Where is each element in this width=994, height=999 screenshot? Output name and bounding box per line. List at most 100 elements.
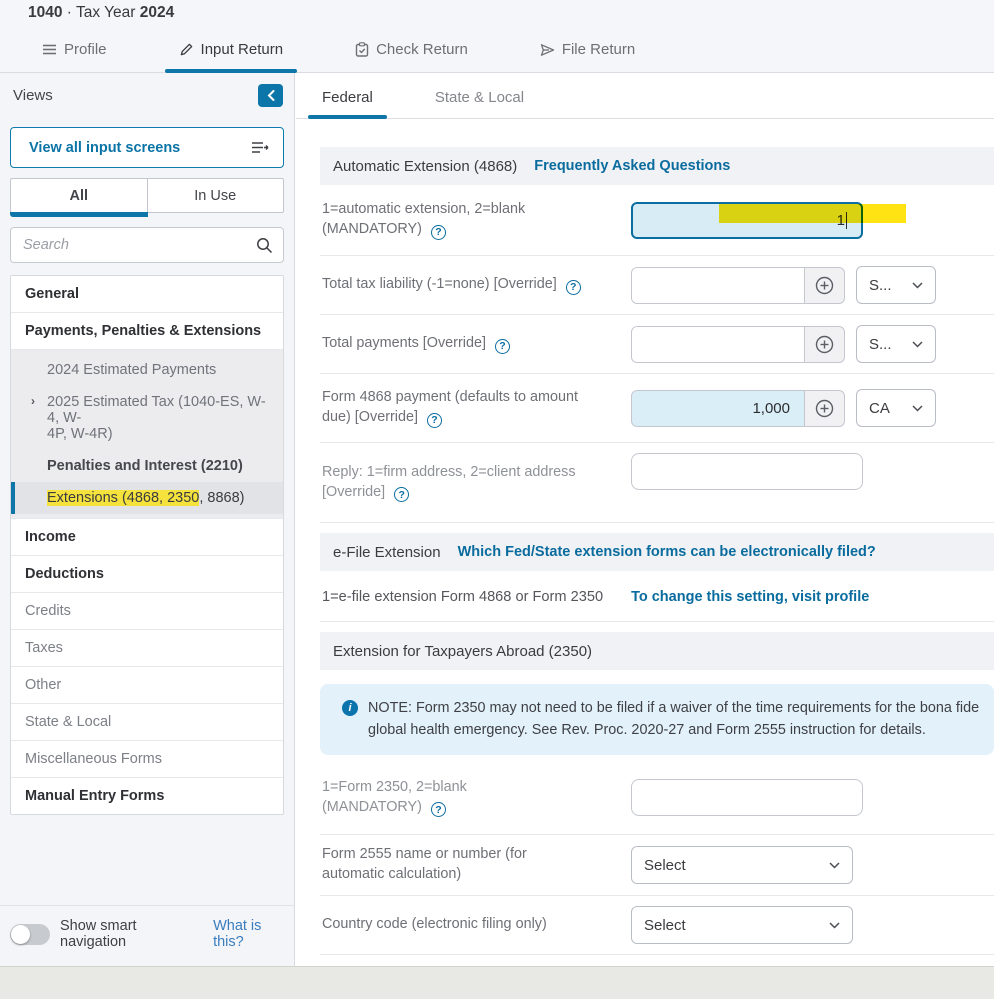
sidebar-item-other[interactable]: Other [11, 667, 283, 704]
sidebar-item-credits[interactable]: Credits [11, 593, 283, 630]
label-line2: [Override] [322, 483, 386, 500]
help-icon[interactable]: ? [426, 412, 442, 428]
sidebar-item-2025-estimated-tax[interactable]: › 2025 Estimated Tax (1040-ES, W-4, W- 4… [11, 386, 283, 450]
main-content: Federal State & Local Automatic Extensio… [296, 73, 994, 966]
return-title: 1040 · Tax Year 2024 [28, 4, 174, 22]
expand-detail-button[interactable] [804, 325, 845, 363]
input-value: 1 [836, 211, 845, 229]
row-country-code: Country code (electronic filing only) Se… [320, 896, 994, 956]
left-sidebar: Views View all input screens All In Use … [0, 73, 295, 966]
note-box: i NOTE: Form 2350 may not need to be fil… [320, 684, 994, 756]
sidebar-item-manual-entry-forms[interactable]: Manual Entry Forms [25, 788, 165, 804]
what-is-this-link[interactable]: What is this? [213, 918, 262, 950]
view-all-input-screens-button[interactable]: View all input screens [10, 127, 284, 168]
section-taxpayers-abroad-2350: Extension for Taxpayers Abroad (2350) [320, 632, 994, 670]
field-label: Total tax liability (-1=none) [Override]… [320, 275, 631, 295]
plus-circle-icon [815, 399, 834, 417]
est-2025-line1: 2025 Estimated Tax (1040-ES, W-4, W- [47, 394, 266, 426]
app-nav-tabs: Profile Input Return Check Return File R… [28, 41, 649, 73]
smart-navigation-row: Show smart navigation What is this? [0, 905, 294, 960]
sidebar-item-penalties-interest[interactable]: Penalties and Interest (2210) [47, 458, 243, 474]
row-form-2555-name: Form 2555 name or number (for automatic … [320, 834, 994, 897]
country-code-select[interactable]: Select [631, 906, 853, 945]
tax-year: 2024 [139, 4, 175, 21]
label-line2: (MANDATORY) [322, 221, 422, 237]
form-2350-input[interactable] [631, 779, 863, 817]
help-icon[interactable]: ? [430, 224, 446, 240]
plus-circle-icon [815, 335, 834, 353]
input-value: 1,000 [752, 399, 790, 417]
note-text: NOTE: Form 2350 may not need to be filed… [368, 698, 984, 741]
help-icon[interactable]: ? [430, 802, 446, 818]
source-select[interactable]: S... [856, 325, 936, 363]
sidebar-item-state-local[interactable]: State & Local [11, 704, 283, 741]
row-efile-extension: 1=e-file extension Form 4868 or Form 235… [320, 571, 994, 622]
info-icon: i [342, 700, 358, 716]
expand-detail-button[interactable] [804, 266, 845, 304]
row-automatic-extension: 1=automatic extension, 2=blank (MANDATOR… [320, 185, 994, 256]
faq-link[interactable]: Frequently Asked Questions [534, 158, 731, 174]
extensions-highlighted-text: Extensions (4868, 2350 [47, 490, 200, 506]
form-2555-select[interactable]: Select [631, 846, 853, 885]
filter-tab-in-use[interactable]: In Use [148, 179, 284, 212]
tab-file-return[interactable]: File Return [526, 41, 649, 72]
text-caret [846, 211, 847, 229]
tab-state-local[interactable]: State & Local [434, 89, 525, 106]
search-input[interactable] [23, 237, 256, 253]
sidebar-item-deductions[interactable]: Deductions [11, 556, 283, 593]
sidebar-item-income[interactable]: Income [11, 519, 283, 556]
tab-check-return-label: Check Return [376, 41, 468, 58]
sidebar-item-2024-estimated-payments[interactable]: 2024 Estimated Payments [47, 362, 217, 378]
bottom-band [0, 966, 994, 999]
section-title: Automatic Extension (4868) [333, 157, 518, 175]
label-text: Total tax liability (-1=none) [Override] [322, 276, 557, 293]
section-title: e-File Extension [333, 543, 441, 561]
label-line2: automatic calculation) [322, 866, 462, 883]
list-icon [43, 44, 56, 55]
total-payments-input[interactable] [631, 325, 805, 363]
sidebar-item-taxes[interactable]: Taxes [11, 630, 283, 667]
app-header: 1040 · Tax Year 2024 Profile Input Retur… [0, 0, 994, 73]
jurisdiction-tabs: Federal State & Local [296, 73, 994, 119]
efile-forms-link[interactable]: Which Fed/State extension forms can be e… [457, 544, 876, 560]
sidebar-search [10, 227, 284, 263]
help-icon[interactable]: ? [565, 279, 581, 295]
tab-profile[interactable]: Profile [28, 41, 121, 72]
filter-all-label: All [69, 187, 89, 204]
select-value: S... [869, 276, 892, 294]
smart-navigation-label: Show smart navigation [60, 918, 137, 950]
sidebar-item-miscellaneous-forms[interactable]: Miscellaneous Forms [11, 741, 283, 778]
sidebar-collapse-button[interactable] [258, 84, 283, 107]
state-select[interactable]: CA [856, 389, 936, 427]
automatic-extension-input[interactable]: 1 [631, 201, 863, 239]
reply-address-input[interactable] [631, 453, 863, 490]
views-label: Views [13, 87, 53, 104]
sidebar-item-extensions[interactable]: Extensions (4868, 2350, 8868) [11, 482, 283, 514]
field-label: 1=Form 2350, 2=blank (MANDATORY) ? [320, 778, 631, 818]
chevron-down-icon [912, 404, 923, 412]
select-value: Select [644, 916, 686, 934]
visit-profile-link[interactable]: To change this setting, visit profile [631, 589, 870, 605]
help-icon[interactable]: ? [494, 338, 510, 354]
list-arrow-icon [252, 142, 269, 153]
label-line1: 1=Form 2350, 2=blank [322, 778, 467, 795]
label-text: Country code (electronic filing only) [322, 916, 547, 933]
tab-federal[interactable]: Federal [308, 89, 387, 119]
search-icon [257, 237, 273, 253]
source-select[interactable]: S... [856, 266, 936, 304]
send-icon [540, 43, 554, 56]
chevron-down-icon [912, 340, 923, 348]
help-icon[interactable]: ? [394, 487, 410, 503]
field-label: Form 2555 name or number (for automatic … [320, 845, 631, 885]
label-line2: due) [Override] [322, 409, 418, 425]
tab-input-return[interactable]: Input Return [164, 41, 298, 73]
total-tax-liability-input[interactable] [631, 266, 805, 304]
row-form-2350: 1=Form 2350, 2=blank (MANDATORY) ? [320, 761, 994, 834]
sidebar-item-payments-penalties[interactable]: Payments, Penalties & Extensions [11, 313, 283, 350]
expand-detail-button[interactable] [804, 389, 845, 427]
smart-navigation-toggle[interactable] [10, 923, 50, 945]
form-4868-payment-input[interactable]: 1,000 [631, 389, 805, 427]
filter-tab-all[interactable]: All [10, 179, 148, 217]
sidebar-item-general[interactable]: General [11, 276, 283, 313]
tab-check-return[interactable]: Check Return [341, 41, 482, 72]
